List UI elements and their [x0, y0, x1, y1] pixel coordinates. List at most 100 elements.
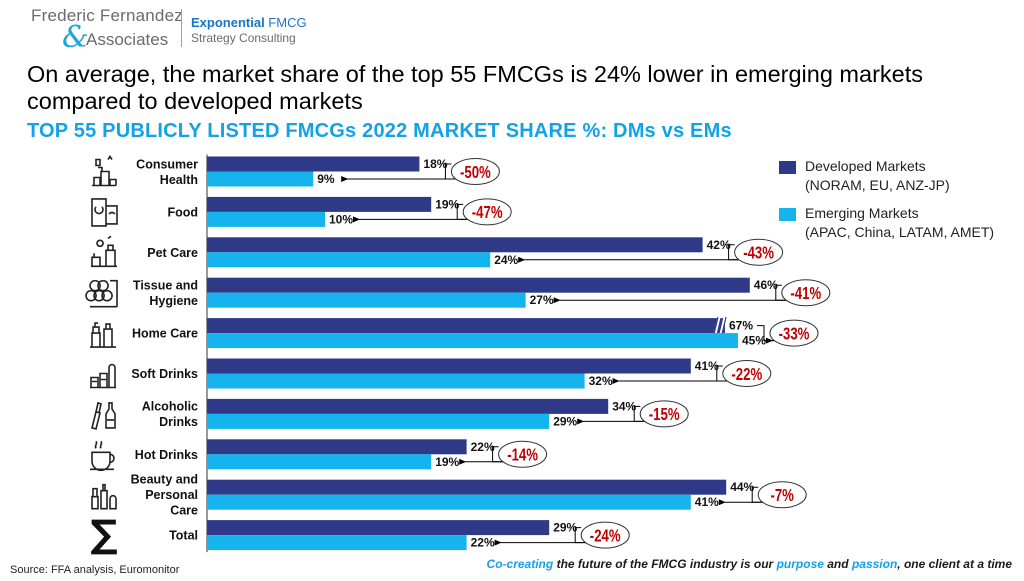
category-label-beauty-and-personal-care-line3: Care — [170, 504, 198, 518]
category-label-soft-drinks: Soft Drinks — [131, 367, 198, 381]
change-label-food: -47% — [472, 204, 503, 223]
bar-emerging-alcoholic-drinks — [207, 413, 550, 429]
bar-emerging-beauty-and-personal-care — [207, 494, 691, 510]
change-badge-pet-care — [734, 238, 784, 266]
logo-consulting-line2: Strategy Consulting — [191, 31, 296, 45]
change-label-total: -24% — [590, 527, 621, 546]
bar-developed-consumer-health — [207, 156, 420, 172]
change-label-beauty-and-personal-care: -7% — [770, 486, 794, 505]
axis-break-line — [713, 316, 727, 335]
bar-emerging-soft-drinks — [207, 373, 585, 389]
legend-developed-name: Developed Markets — [805, 158, 926, 174]
value-label-emerging-hot-drinks: 19% — [435, 455, 459, 469]
value-label-developed-total: 29% — [553, 521, 577, 535]
bar-developed-food — [207, 196, 432, 212]
svg-text:∑: ∑ — [90, 512, 117, 556]
bar-emerging-consumer-health — [207, 171, 314, 187]
change-label-consumer-health: -50% — [460, 163, 491, 182]
bar-developed-home-care — [207, 318, 725, 334]
bar-developed-tissue-and-hygiene — [207, 277, 750, 293]
consumer-health-icon — [92, 155, 117, 187]
value-label-emerging-food: 10% — [329, 212, 353, 226]
tagline-part-4: and — [823, 557, 852, 571]
value-label-developed-consumer-health: 18% — [423, 157, 447, 171]
bar-emerging-food — [207, 211, 325, 227]
category-label-consumer-health-line2: Health — [160, 173, 198, 187]
value-label-developed-soft-drinks: 41% — [695, 359, 719, 373]
category-label-tissue-and-hygiene-line1: Tissue and — [133, 278, 198, 292]
value-label-emerging-total: 22% — [471, 536, 495, 550]
category-label-alcoholic-drinks-line1: Alcoholic — [142, 400, 198, 414]
value-label-developed-hot-drinks: 22% — [471, 440, 495, 454]
bar-developed-pet-care — [207, 237, 703, 253]
hot-drinks-icon — [90, 440, 115, 472]
tagline-part-3: purpose — [776, 557, 824, 571]
chart-marks: Consumer Health 18% 9% -50% Food 19% 10% -47% Pet… — [131, 154, 831, 553]
value-label-emerging-tissue-and-hygiene: 27% — [530, 293, 554, 307]
tagline-part-6: , one client at a time — [897, 557, 1012, 571]
bar-emerging-hot-drinks — [207, 454, 432, 470]
change-badge-soft-drinks — [722, 360, 772, 387]
tissue-hygiene-icon — [85, 279, 118, 308]
tagline-part-5: passion — [851, 557, 898, 571]
category-label-beauty-and-personal-care-line2: Personal — [145, 488, 198, 502]
change-label-hot-drinks: -14% — [507, 446, 538, 465]
change-badge-food — [462, 198, 512, 226]
bar-emerging-tissue-and-hygiene — [207, 292, 526, 308]
company-logo: Frederic Fernandez & Associates Exponent… — [28, 6, 318, 55]
change-badge-home-care — [769, 319, 819, 347]
logo-consulting-line1: Exponential FMCG — [191, 15, 307, 30]
category-label-pet-care: Pet Care — [147, 246, 198, 260]
change-badge-hot-drinks — [498, 440, 548, 468]
soft-drinks-icon — [90, 363, 116, 389]
legend-emerging-name: Emerging Markets — [805, 205, 919, 221]
value-label-emerging-consumer-health: 9% — [317, 172, 335, 186]
bar-emerging-total — [207, 535, 467, 551]
legend-developed-regions: (NORAM, EU, ANZ-JP) — [805, 177, 950, 193]
legend-swatch-developed — [779, 161, 796, 174]
pet-care-icon — [91, 235, 117, 268]
value-label-developed-tissue-and-hygiene: 46% — [754, 278, 778, 292]
headline: On average, the market share of the top … — [27, 61, 924, 114]
logo-ampersand: & — [62, 20, 89, 55]
logo-name-line1: Frederic Fernandez — [31, 6, 183, 25]
tagline: Co-creating the future of the FMCG indus… — [487, 557, 1012, 571]
change-label-alcoholic-drinks: -15% — [649, 406, 680, 425]
change-badge-tissue-and-hygiene — [781, 279, 831, 307]
category-label-food: Food — [167, 205, 198, 219]
logo-consulting-rest: FMCG — [264, 15, 307, 30]
source-note: Source: FFA analysis, Euromonitor — [10, 564, 180, 576]
bar-developed-beauty-and-personal-care — [207, 479, 727, 495]
axis-break-mark — [713, 316, 727, 335]
change-badge-beauty-and-personal-care — [757, 481, 807, 509]
category-icons: ∑ — [85, 155, 118, 556]
logo-divider — [181, 9, 182, 47]
value-label-emerging-beauty-and-personal-care: 41% — [695, 495, 719, 509]
home-care-icon — [90, 322, 116, 348]
legend-item-developed: Developed Markets (NORAM, EU, ANZ-JP) — [779, 157, 1019, 195]
change-badge-total — [580, 521, 630, 549]
category-label-home-care: Home Care — [132, 327, 198, 341]
tagline-part-2: the future of the FMCG industry is our — [553, 557, 777, 571]
bar-developed-soft-drinks — [207, 358, 691, 374]
chart-title: TOP 55 PUBLICLY LISTED FMCGs 2022 MARKET… — [27, 120, 732, 142]
bar-developed-total — [207, 520, 550, 536]
category-label-total: Total — [169, 529, 198, 543]
value-label-developed-food: 19% — [435, 197, 459, 211]
sigma-icon: ∑ — [90, 512, 117, 556]
value-label-emerging-home-care: 45% — [742, 334, 766, 348]
bar-emerging-home-care — [207, 333, 738, 349]
change-label-home-care: -33% — [779, 325, 810, 344]
logo-consulting-bold: Exponential — [191, 15, 265, 30]
category-label-alcoholic-drinks-line2: Drinks — [159, 415, 198, 429]
beauty-care-icon — [91, 483, 117, 510]
value-label-developed-home-care: 67% — [729, 319, 753, 333]
change-label-pet-care: -43% — [743, 244, 774, 263]
logo-name-line2: Associates — [86, 30, 169, 49]
change-label-soft-drinks: -22% — [731, 365, 762, 384]
value-label-developed-pet-care: 42% — [707, 238, 731, 252]
legend-item-emerging: Emerging Markets (APAC, China, LATAM, AM… — [779, 204, 1019, 242]
tagline-part-1: Co-creating — [486, 557, 554, 571]
change-badge-alcoholic-drinks — [639, 400, 689, 428]
category-label-tissue-and-hygiene-line2: Hygiene — [149, 294, 198, 308]
